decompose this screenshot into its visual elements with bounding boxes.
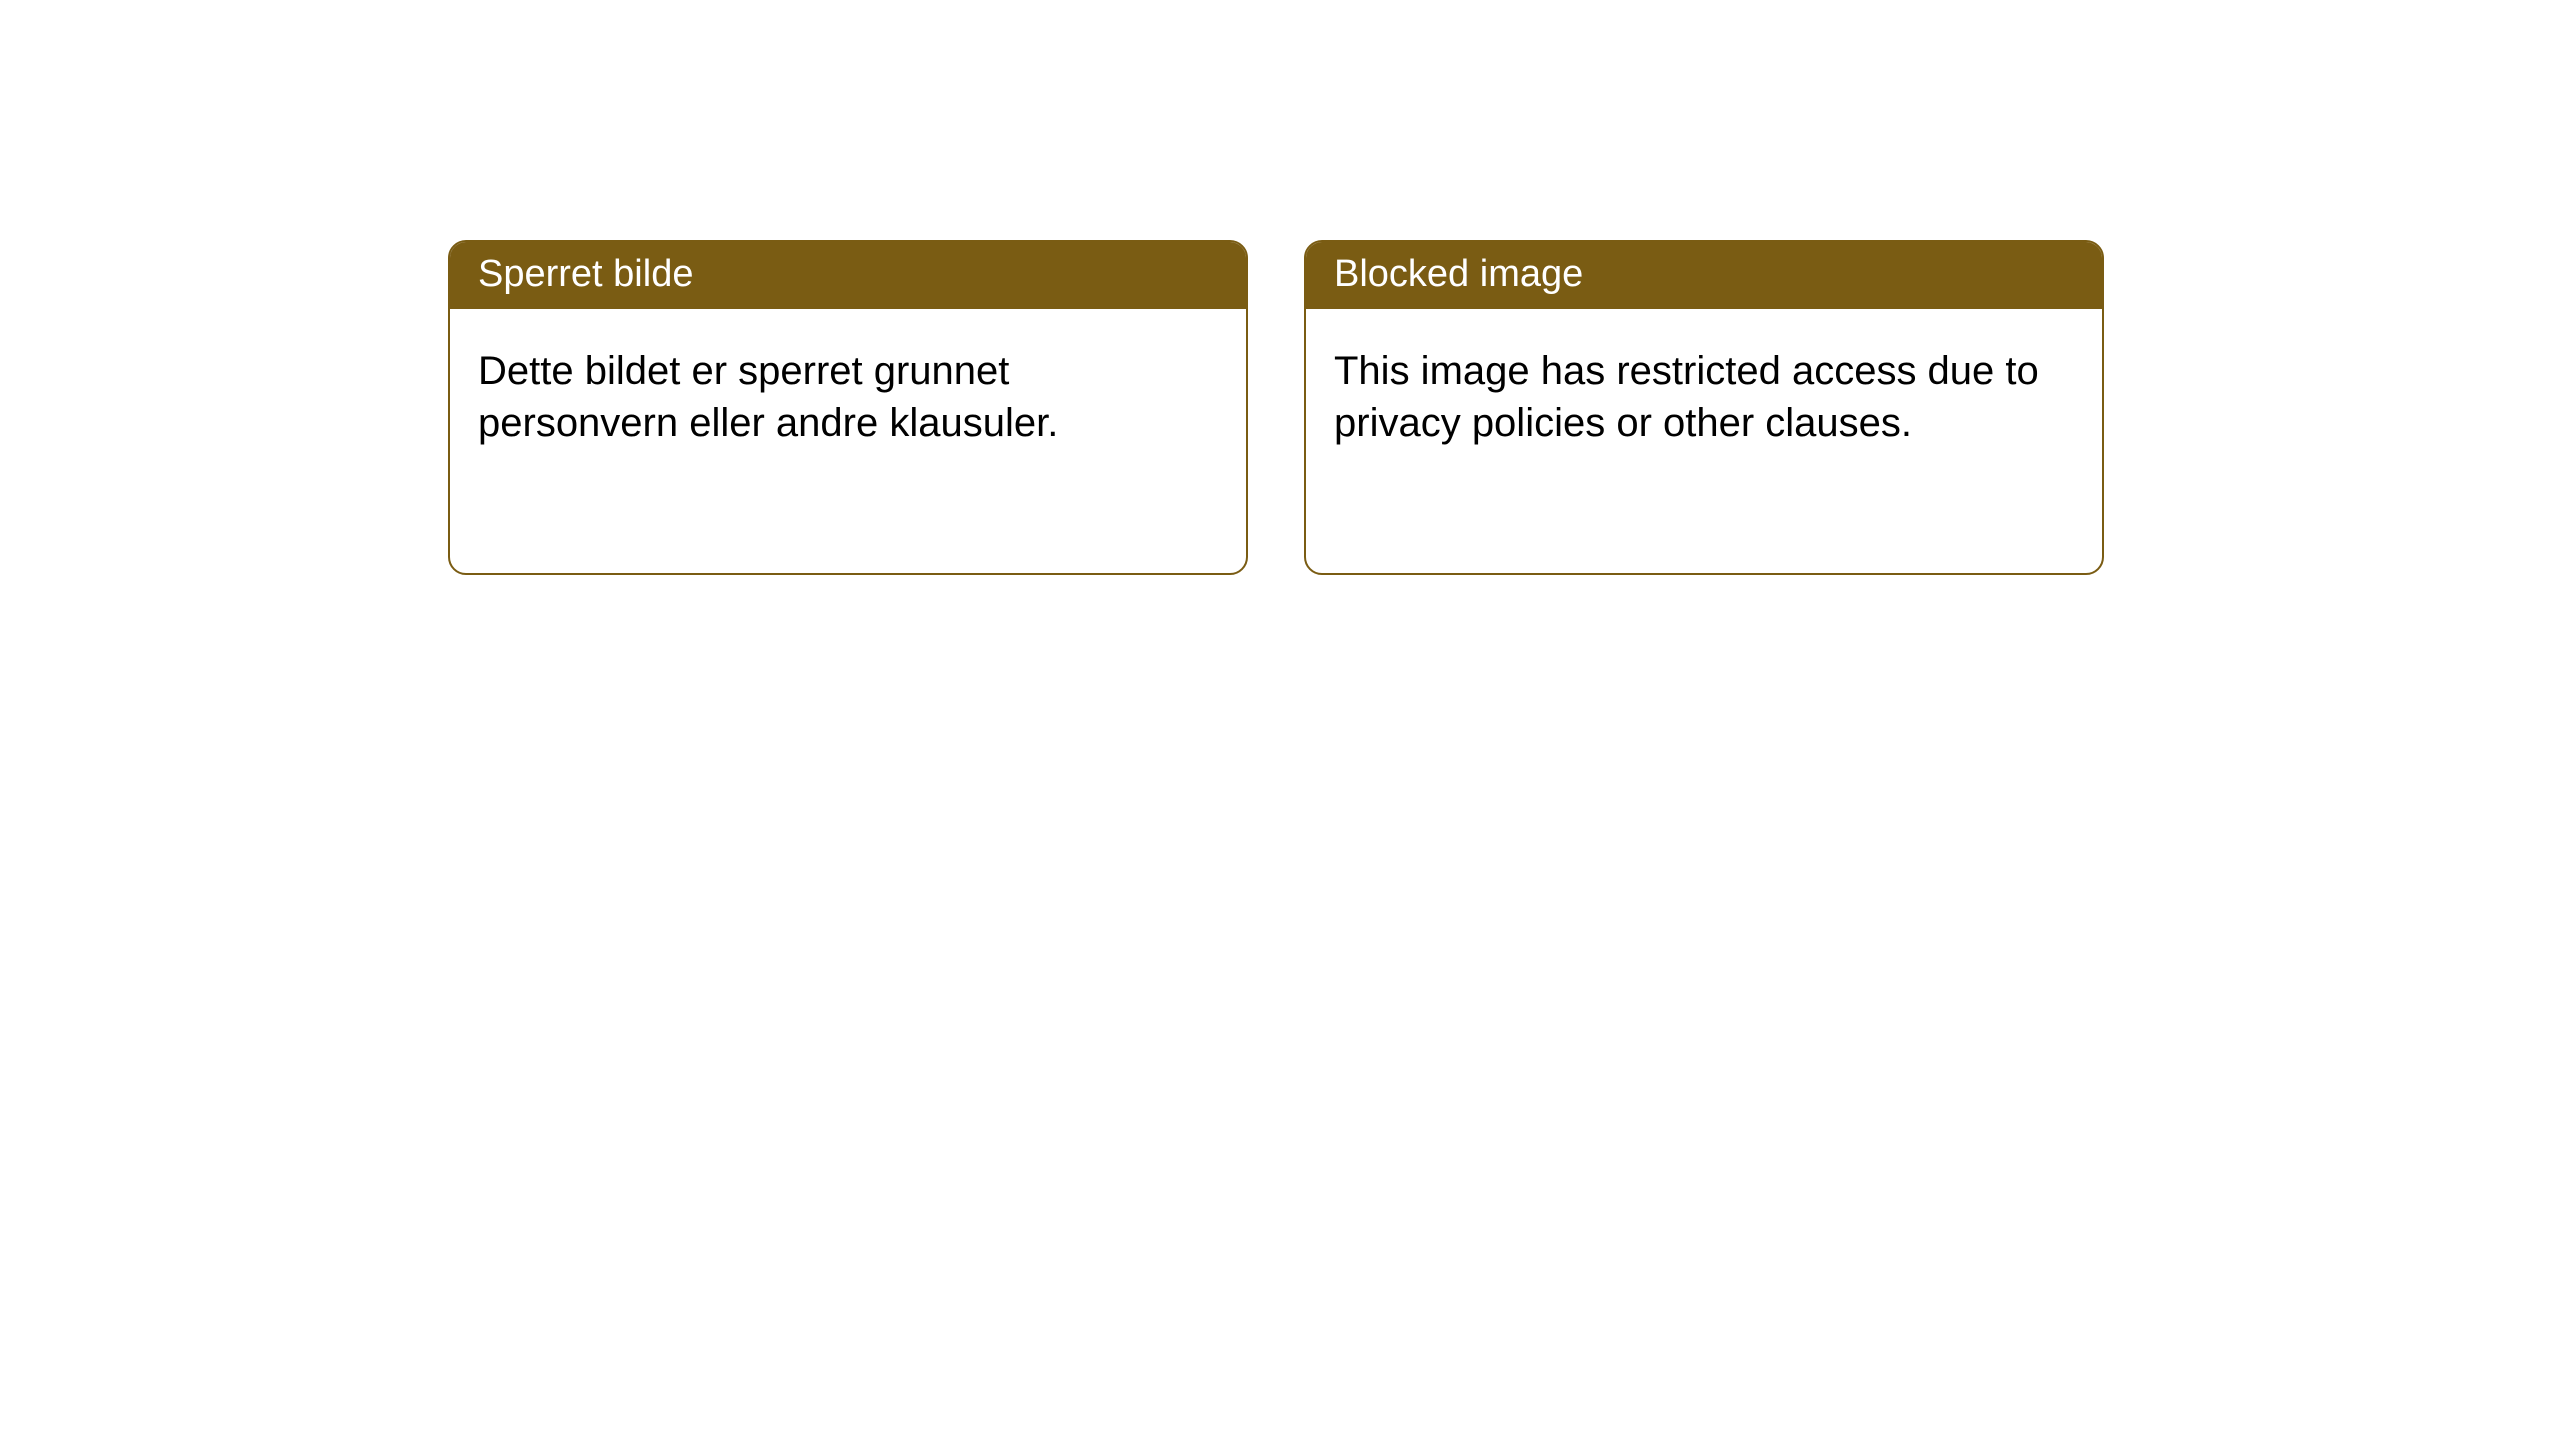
notice-card-english: Blocked image This image has restricted … xyxy=(1304,240,2104,575)
notice-card-norwegian: Sperret bilde Dette bildet er sperret gr… xyxy=(448,240,1248,575)
notice-body-norwegian: Dette bildet er sperret grunnet personve… xyxy=(450,309,1246,477)
notice-body-english: This image has restricted access due to … xyxy=(1306,309,2102,477)
notice-container: Sperret bilde Dette bildet er sperret gr… xyxy=(0,0,2560,575)
notice-header-norwegian: Sperret bilde xyxy=(450,242,1246,309)
notice-header-english: Blocked image xyxy=(1306,242,2102,309)
